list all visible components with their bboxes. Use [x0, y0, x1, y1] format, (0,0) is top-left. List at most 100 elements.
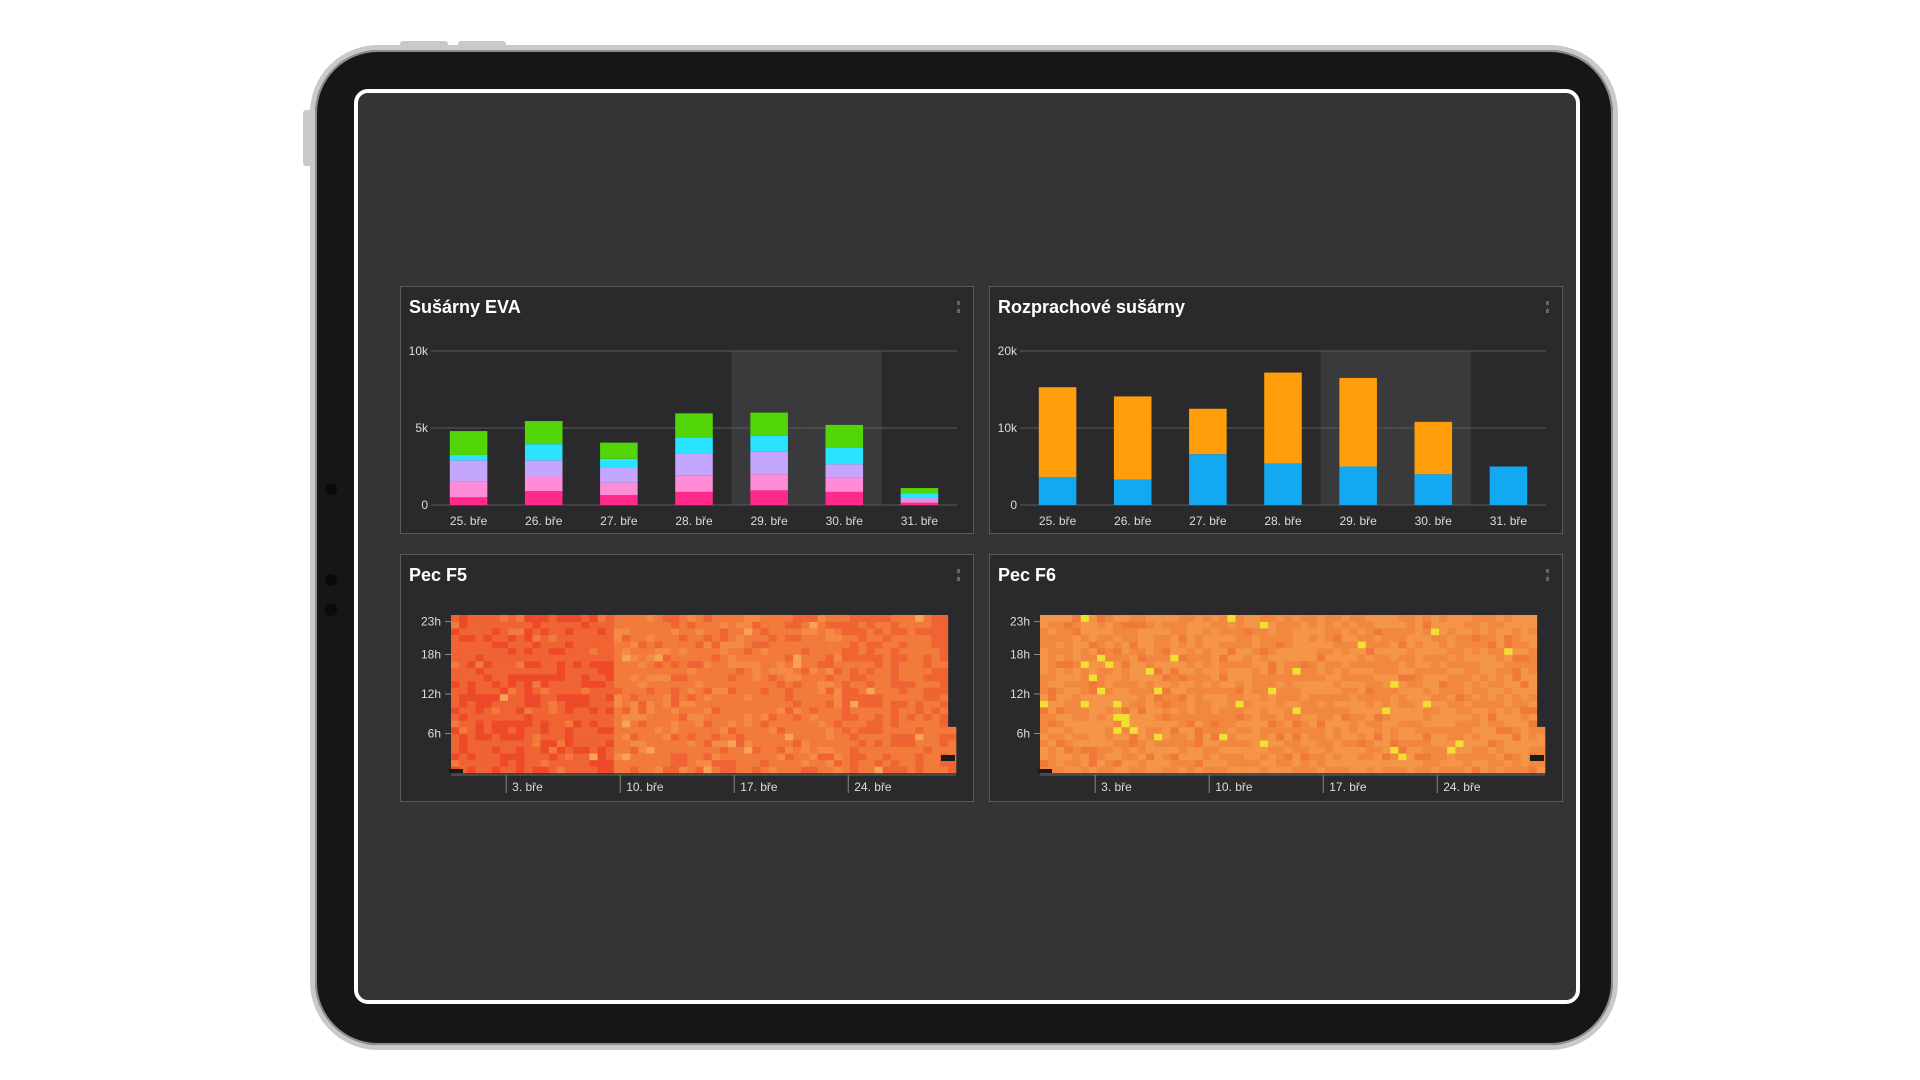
panel-menu-icon[interactable]	[1546, 301, 1552, 313]
heatmap-cell	[931, 667, 941, 675]
heatmap-cell	[613, 713, 623, 721]
heatmap-cell	[1479, 647, 1489, 655]
heatmap-cell	[931, 641, 941, 649]
heatmap-cell	[1072, 661, 1082, 668]
heatmap-cell	[524, 726, 533, 734]
heatmap-cell	[1414, 634, 1424, 642]
heatmap-cell	[565, 694, 574, 701]
heatmap-cell	[581, 700, 590, 708]
heatmap-cell	[841, 654, 851, 662]
heatmap-cell	[1398, 740, 1407, 747]
heatmap-cell	[874, 740, 883, 747]
heatmap-cell	[687, 667, 696, 675]
heatmap-cell	[719, 667, 729, 675]
heatmap-cell	[532, 726, 541, 734]
heatmap-cell	[1365, 740, 1375, 747]
heatmap-cell	[467, 615, 476, 622]
heatmap-cell	[1219, 647, 1228, 655]
heatmap-cell	[1300, 733, 1310, 741]
heatmap-cell	[467, 621, 476, 629]
heatmap-cell	[825, 667, 835, 675]
panel-menu-icon[interactable]	[957, 301, 963, 313]
heatmap-cell	[744, 700, 753, 708]
heatmap-cell	[695, 700, 704, 708]
heatmap-cell	[931, 694, 941, 701]
heatmap-cell	[1211, 700, 1220, 708]
heatmap-cell	[1186, 680, 1196, 688]
heatmap-cell	[1479, 746, 1489, 754]
heatmap-cell	[573, 713, 582, 721]
heatmap-cell	[1235, 759, 1244, 767]
heatmap-cell	[1398, 680, 1407, 688]
heatmap-cell	[858, 766, 867, 774]
heatmap-cell	[1512, 707, 1521, 715]
heatmap-cell	[1471, 766, 1481, 774]
heatmap-cell	[939, 680, 949, 688]
heatmap-cell	[1406, 621, 1415, 629]
heatmap-cell	[630, 746, 639, 754]
heatmap-cell	[793, 733, 802, 741]
heatmap-cell	[1300, 746, 1310, 754]
heatmap-cell	[1154, 687, 1163, 695]
heatmap-cell	[1235, 753, 1244, 761]
heatmap-cell	[1471, 700, 1481, 708]
heatmap-cell	[841, 713, 851, 721]
heatmap-cell	[1430, 694, 1440, 701]
heatmap-cell	[540, 713, 550, 721]
heatmap-cell	[1512, 687, 1521, 695]
heatmap-cell	[1292, 766, 1301, 774]
panel-menu-icon[interactable]	[957, 569, 963, 581]
heatmap-cell	[744, 615, 753, 622]
heatmap-cell	[1202, 720, 1212, 728]
heatmap-cell	[1137, 615, 1147, 622]
heatmap-cell	[1463, 740, 1472, 747]
heatmap-cell	[646, 720, 655, 728]
heatmap-cell	[1259, 694, 1269, 701]
heatmap-cell	[801, 667, 810, 675]
heatmap-cell	[687, 740, 696, 747]
heatmap-cell	[654, 694, 664, 701]
heatmap-cell	[923, 740, 932, 747]
heatmap-cell	[809, 766, 818, 774]
heatmap-cell	[1121, 687, 1130, 695]
heatmap-cell	[760, 615, 769, 622]
heatmap-cell	[1251, 661, 1261, 668]
heatmap-cell	[858, 615, 867, 622]
heatmap-cell	[1186, 766, 1196, 774]
heatmap-cell	[801, 680, 810, 688]
heatmap-cell	[1268, 641, 1277, 649]
heatmap-cell	[1040, 621, 1049, 629]
heatmap-cell	[1512, 647, 1521, 655]
heatmap-cell	[727, 680, 737, 688]
heatmap-cell	[915, 694, 924, 701]
heatmap-cell	[475, 753, 484, 761]
heatmap-cell	[1365, 621, 1375, 629]
heatmap-cell	[1447, 647, 1456, 655]
heatmap-cell	[1178, 641, 1187, 649]
heatmap-cell	[524, 720, 533, 728]
camera-dot	[325, 483, 337, 495]
heatmap-cell	[882, 628, 892, 636]
heatmap-cell	[1259, 746, 1269, 754]
heatmap-cell	[744, 654, 753, 662]
heatmap-cell	[1251, 733, 1261, 741]
heatmap-cell	[532, 694, 541, 701]
heatmap-cell	[589, 713, 598, 721]
heatmap-cell	[833, 726, 843, 734]
heatmap-cell	[1398, 707, 1407, 715]
heatmap-cell	[589, 746, 598, 754]
heatmap-cell	[874, 733, 883, 741]
heatmap-cell	[638, 746, 647, 754]
heatmap-cell	[1487, 661, 1497, 668]
heatmap-cell	[882, 720, 892, 728]
heatmap-cell	[1406, 628, 1415, 636]
heatmap-cell	[1097, 634, 1106, 642]
heatmap-cell	[1137, 694, 1147, 701]
heatmap-cell	[727, 694, 737, 701]
heatmap-cell	[1145, 700, 1155, 708]
heatmap-cell	[1113, 733, 1122, 741]
heatmap-cell	[1300, 700, 1310, 708]
heatmap-cell	[597, 740, 607, 747]
panel-menu-icon[interactable]	[1546, 569, 1552, 581]
heatmap-cell	[1414, 713, 1424, 721]
